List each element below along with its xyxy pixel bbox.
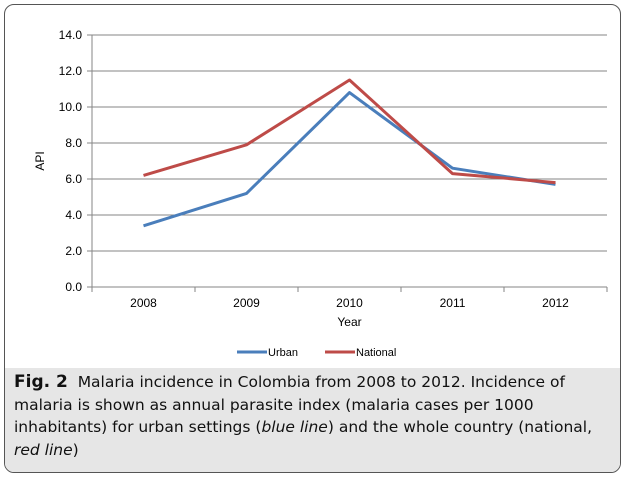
x-tick-label: 2011 (440, 296, 466, 310)
series-line-national (143, 78, 556, 185)
figure-caption: Fig. 2 Malaria incidence in Colombia fro… (14, 371, 606, 461)
x-tick-label: 2009 (233, 296, 260, 310)
y-tick-label: 8.0 (65, 136, 82, 150)
caption-blue-line: blue line (261, 418, 328, 436)
caption-label: Fig. 2 (14, 372, 68, 392)
x-tick-label: 2008 (130, 296, 157, 310)
legend: Urban National (237, 347, 396, 359)
y-tick-label: 4.0 (65, 208, 82, 222)
y-tick-label: 14.0 (59, 28, 83, 42)
caption-panel (5, 368, 620, 472)
caption-text-3: ) (72, 440, 79, 459)
axes (91, 35, 608, 292)
gridlines (87, 34, 607, 288)
y-tick-label: 0.0 (65, 280, 82, 294)
y-axis-title: API (33, 151, 47, 170)
legend-label-urban: Urban (268, 347, 298, 359)
legend-label-national: National (356, 347, 396, 359)
y-tick-label: 2.0 (65, 244, 82, 258)
caption-text-1: Malaria incidence in Colombia from 2008 … (14, 373, 565, 436)
series-lines (143, 78, 556, 228)
y-tick-label: 6.0 (65, 172, 82, 186)
caption-text-2: ) and the whole country (national, (327, 418, 593, 436)
x-tick-label: 2012 (542, 296, 569, 310)
caption-red-line: red line (14, 440, 73, 459)
y-tick-label: 12.0 (59, 64, 83, 78)
x-axis-title: Year (337, 315, 361, 329)
line-chart: 0.0 2.0 4.0 6.0 8.0 10.0 12.0 14.0 2008 2009 2010… (33, 28, 608, 359)
x-tick-label: 2010 (336, 296, 363, 310)
figure-frame (4, 4, 621, 473)
y-tick-label: 10.0 (59, 100, 83, 114)
series-line-urban (143, 91, 556, 228)
y-tick-labels: 0.0 2.0 4.0 6.0 8.0 10.0 12.0 14.0 (59, 28, 83, 294)
x-tick-labels: 2008 2009 2010 2011 2012 (130, 296, 569, 310)
